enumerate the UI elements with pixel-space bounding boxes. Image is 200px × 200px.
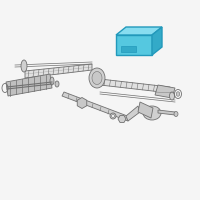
Polygon shape	[100, 79, 170, 93]
Polygon shape	[116, 27, 162, 35]
Ellipse shape	[143, 106, 161, 120]
Ellipse shape	[112, 114, 114, 117]
Polygon shape	[118, 116, 126, 122]
Polygon shape	[158, 110, 175, 115]
Ellipse shape	[174, 112, 178, 116]
Ellipse shape	[55, 81, 59, 87]
Ellipse shape	[89, 68, 105, 88]
Polygon shape	[152, 27, 162, 55]
Polygon shape	[62, 92, 130, 121]
Polygon shape	[121, 46, 136, 52]
Ellipse shape	[110, 113, 116, 119]
Polygon shape	[126, 106, 140, 121]
Ellipse shape	[176, 92, 180, 96]
Ellipse shape	[92, 72, 102, 84]
Ellipse shape	[50, 77, 54, 85]
Polygon shape	[138, 102, 153, 118]
Ellipse shape	[21, 60, 27, 72]
Polygon shape	[155, 85, 175, 98]
Polygon shape	[6, 74, 52, 96]
Polygon shape	[77, 98, 87, 108]
Polygon shape	[116, 35, 152, 55]
Polygon shape	[25, 64, 92, 78]
Ellipse shape	[170, 92, 174, 100]
